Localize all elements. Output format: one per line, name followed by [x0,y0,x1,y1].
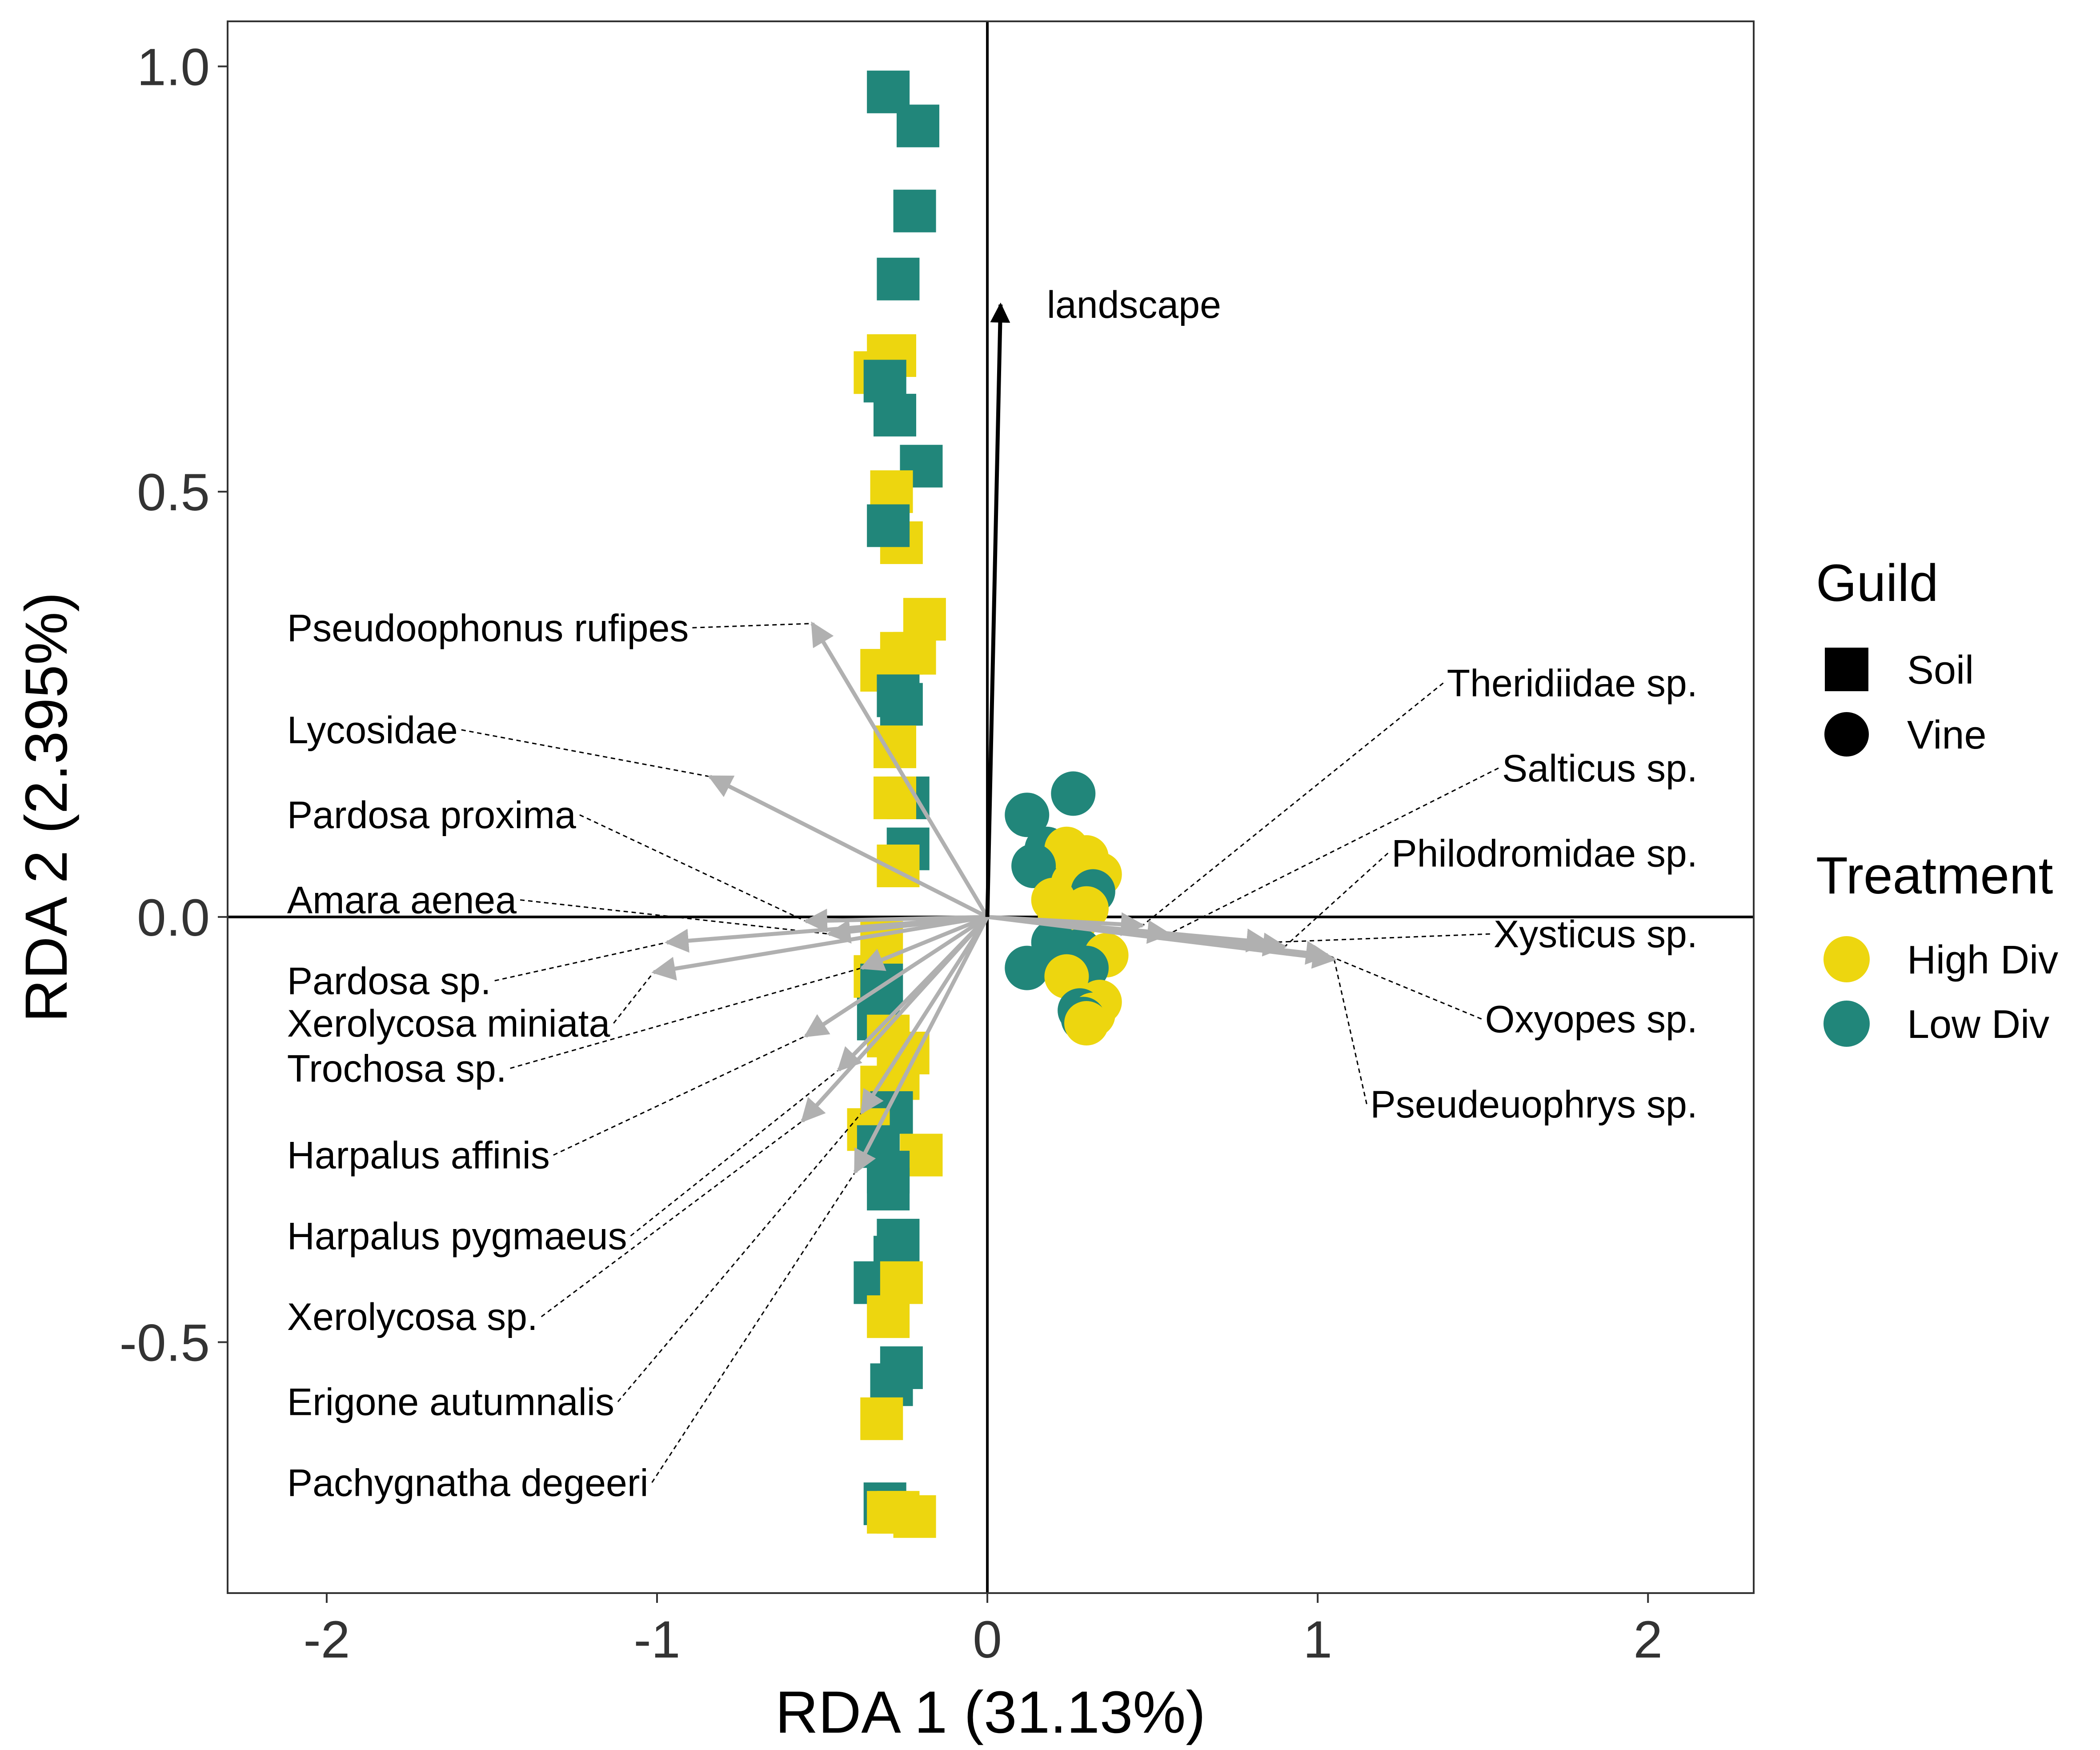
leader-philodromidae-sp [1284,853,1389,947]
soil-point-42 [867,1295,910,1338]
label-xerolycosa-sp: Xerolycosa sp. [287,1296,538,1338]
leader-erigone-autumnalis [617,1112,862,1402]
label-harpalus-affinis: Harpalus affinis [287,1134,550,1177]
leader-harpalus-pygmaeus [630,1069,839,1237]
label-lycosidae: Lycosidae [287,709,458,752]
vine-point-6 [1011,844,1056,889]
label-leader-lines [461,623,1499,1483]
soil-point-21 [874,776,917,819]
leader-trochosa-sp [510,967,862,1069]
vine-point-0 [1051,771,1096,816]
label-pardosa-proxima: Pardosa proxima [287,794,576,837]
soil-point-45 [860,1397,903,1440]
label-amara-aenea: Amara aenea [287,879,517,922]
label-salticus-sp: Salticus sp. [1502,747,1698,790]
leader-pardosa-sp [494,941,667,981]
x-tick-label-4: 2 [1633,1610,1663,1669]
vine-point-23 [1064,1001,1109,1046]
legend-high-div-label: High Div [1907,938,2058,982]
y-axis-title: RDA 2 (2.395%) [13,592,80,1022]
vector-trochosa-sp [859,915,988,971]
soil-point-49 [893,1495,936,1538]
soil-point-2 [893,189,936,232]
vector-xerolycosa-sp [801,915,989,1123]
leader-pachygnatha-degeeri [651,1172,856,1483]
plot-border [227,20,1755,1594]
legend-soil-label: Soil [1907,648,1974,693]
leader-harpalus-affinis [553,1035,806,1156]
leader-pardosa-proxima [579,814,806,922]
leader-oxyopes-sp [1327,954,1482,1020]
leader-theridiidae-sp [1142,682,1444,926]
legend-low-div-label: Low Div [1907,1002,2049,1047]
label-xerolycosa-miniata: Xerolycosa miniata [287,1002,610,1045]
legend-vine-label: Vine [1907,713,1987,757]
legend-low-div-swatch [1823,1001,1870,1047]
label-xysticus-sp: Xysticus sp. [1494,913,1698,956]
soil-point-18 [880,683,923,726]
species-vectors [651,621,1337,1174]
legend-soil-swatch [1825,648,1868,691]
env-vector-landscape [985,302,1010,917]
x-axis-title: RDA 1 (31.13%) [775,1679,1206,1746]
soil-point-12 [867,504,910,547]
x-tick-label-3: 1 [1303,1610,1332,1669]
vector-pardosa-sp [664,915,988,953]
soil-point-8 [874,393,917,436]
vine-point-16 [1005,945,1050,990]
leader-xerolycosa-miniata [613,972,654,1024]
env-label-landscape: landscape [1047,284,1221,326]
label-pseudoophonus-rufipes: Pseudoophonus rufipes [287,607,689,649]
x-tick-label-1: -1 [634,1610,681,1669]
label-philodromidae-sp: Philodromidae sp. [1391,832,1697,875]
vector-pachygnatha-degeeri [853,916,990,1174]
x-axis: -2 -1 0 1 2 [303,1593,1663,1669]
soil-point-16 [893,632,936,675]
y-tick-label-0: -0.5 [120,1314,210,1373]
label-pardosa-sp: Pardosa sp. [287,960,491,1002]
y-axis: -0.5 0.0 0.5 1.0 [120,38,228,1373]
leader-salticus-sp [1169,767,1499,935]
leader-lycosidae [461,729,710,777]
leader-amara-aenea [520,899,829,935]
soil-point-37 [867,1168,910,1211]
label-theridiidae-sp: Theridiidae sp. [1447,662,1698,705]
leader-xerolycosa-sp [541,1120,803,1318]
legend-guild-title: Guild [1816,554,1938,613]
vector-lycosidae [708,775,989,919]
vine-point-18 [1044,954,1089,999]
label-erigone-autumnalis: Erigone autumnalis [287,1381,614,1423]
vine-point-1 [1005,793,1050,837]
legend: Guild Soil Vine Treatment High Div Low D… [1816,554,2058,1047]
vector-pseudoophonus-rufipes [810,621,989,918]
vector-erigone-autumnalis [860,916,989,1115]
vector-harpalus-affinis [803,915,989,1038]
label-pachygnatha-degeeri: Pachygnatha degeeri [287,1462,649,1504]
points-layer [847,70,1129,1538]
y-tick-label-2: 0.5 [137,463,210,522]
label-oxyopes-sp: Oxyopes sp. [1485,998,1698,1041]
vector-xerolycosa-miniata [651,915,988,981]
environment-vectors: landscape [985,284,1221,917]
leader-pseudoophonus-rufipes [692,623,813,629]
y-tick-label-1: 0.0 [137,889,210,947]
legend-vine-swatch [1824,712,1869,757]
label-harpalus-pygmaeus: Harpalus pygmaeus [287,1215,627,1257]
vector-pseudeuophrys-sp [987,915,1337,969]
legend-treatment-title: Treatment [1816,846,2053,905]
x-tick-label-0: -2 [303,1610,350,1669]
soil-point-1 [897,104,940,148]
y-tick-label-3: 1.0 [137,38,210,96]
label-pseudeuophrys-sp: Pseudeuophrys sp. [1370,1083,1697,1126]
leader-pseudeuophrys-sp [1333,959,1367,1105]
x-tick-label-2: 0 [973,1610,1002,1669]
label-trochosa-sp: Trochosa sp. [287,1047,507,1090]
legend-high-div-swatch [1823,936,1870,982]
soil-point-3 [877,257,920,300]
species-labels: Pseudoophonus rufipes Lycosidae Pardosa pr… [287,607,1698,1504]
